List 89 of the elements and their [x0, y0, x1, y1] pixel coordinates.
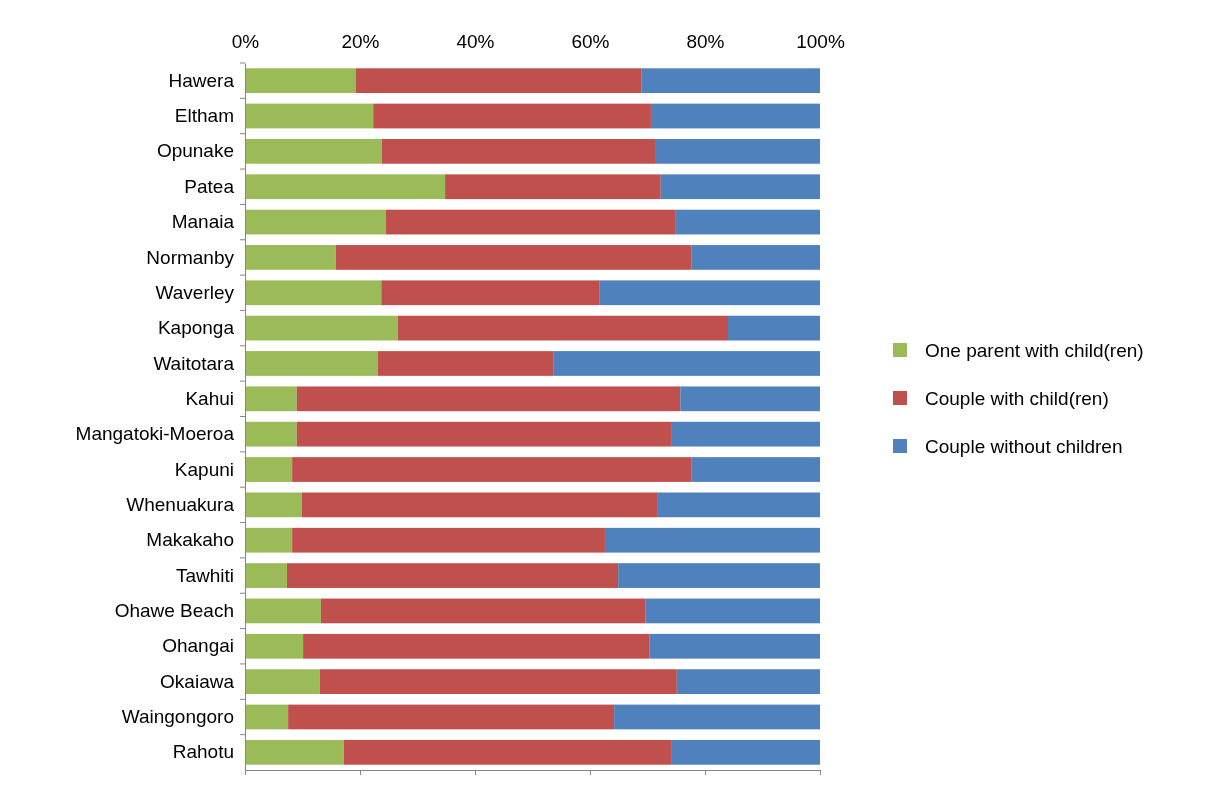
bar	[245, 280, 382, 306]
y-tick-label: Kaponga	[157, 317, 235, 339]
y-tick-label: Hawera	[168, 69, 235, 91]
bar	[671, 421, 820, 447]
bar	[657, 492, 820, 518]
bar	[245, 704, 289, 730]
bar	[245, 245, 336, 270]
bar	[654, 139, 820, 164]
bar	[660, 174, 820, 200]
bar	[292, 527, 605, 553]
bar	[335, 245, 692, 270]
y-tick-label: Manaia	[171, 211, 235, 233]
y-tick-label: Patea	[184, 175, 235, 197]
bar	[245, 669, 320, 694]
bar	[691, 457, 820, 482]
y-tick-label: Ohawe Beach	[114, 600, 234, 622]
legend-label: One parent with child(ren)	[925, 339, 1144, 361]
y-tick-label: Opunake	[156, 140, 234, 162]
bar	[245, 103, 374, 129]
bar	[381, 280, 600, 306]
y-tick-label: Ohangai	[162, 635, 234, 657]
bar	[649, 633, 820, 659]
bar	[296, 386, 681, 412]
bar	[245, 457, 293, 482]
x-tick-label: 80%	[686, 31, 725, 52]
bar	[680, 386, 820, 412]
bar	[377, 351, 554, 376]
y-tick-label: Makakaho	[146, 529, 234, 551]
bar	[245, 174, 446, 200]
bar	[373, 103, 651, 129]
y-tick-label: Normanby	[146, 246, 235, 268]
bar	[385, 209, 676, 235]
y-tick-label: Whenuakura	[126, 493, 235, 515]
bar	[641, 68, 820, 94]
bar	[319, 669, 677, 694]
bar	[604, 527, 820, 553]
bar	[355, 68, 642, 94]
bar	[675, 209, 820, 235]
bar	[301, 492, 658, 518]
y-tick-label: Tawhiti	[175, 564, 234, 586]
bar	[245, 315, 398, 341]
bar	[320, 598, 646, 624]
bar	[553, 351, 820, 376]
bar	[286, 563, 619, 588]
bar	[445, 174, 661, 200]
bar	[397, 315, 728, 341]
bar	[599, 280, 820, 306]
bar	[614, 704, 820, 730]
legend-label: Couple with child(ren)	[925, 387, 1109, 409]
bar	[618, 563, 820, 588]
bar	[292, 457, 692, 482]
y-tick-label: Eltham	[174, 105, 234, 127]
x-tick-label: 0%	[231, 31, 260, 52]
bar	[245, 139, 382, 164]
bar	[671, 739, 820, 765]
bar	[245, 633, 304, 659]
bar	[245, 563, 287, 588]
x-tick-label: 60%	[571, 31, 610, 52]
bar	[245, 68, 356, 94]
bar	[245, 492, 302, 518]
y-tick-label: Rahotu	[172, 741, 234, 763]
bar	[245, 209, 386, 235]
y-tick-label: Waingongoro	[121, 706, 234, 728]
y-tick-label: Kahui	[185, 387, 234, 409]
bar	[691, 245, 820, 270]
bar	[728, 315, 820, 341]
x-tick-label: 40%	[456, 31, 495, 52]
bar	[245, 739, 344, 765]
y-tick-label: Waitotara	[153, 352, 235, 374]
x-tick-label: 20%	[341, 31, 380, 52]
bar	[245, 527, 293, 553]
legend-label: Couple without children	[925, 435, 1123, 457]
bar	[676, 669, 820, 694]
x-tick-label: 100%	[796, 31, 845, 52]
bar	[303, 633, 650, 659]
bar	[343, 739, 672, 765]
bar	[245, 386, 297, 412]
bar	[288, 704, 615, 730]
y-tick-label: Mangatoki-Moeroa	[75, 423, 235, 445]
bar	[381, 139, 655, 164]
y-tick-label: Kapuni	[174, 458, 234, 480]
bar	[296, 421, 672, 447]
bar	[245, 598, 321, 624]
y-tick-label: Okaiawa	[160, 670, 235, 692]
bar	[245, 351, 378, 376]
bar	[245, 421, 297, 447]
y-tick-label: Waverley	[155, 281, 235, 303]
bar	[645, 598, 820, 624]
bar	[650, 103, 820, 129]
